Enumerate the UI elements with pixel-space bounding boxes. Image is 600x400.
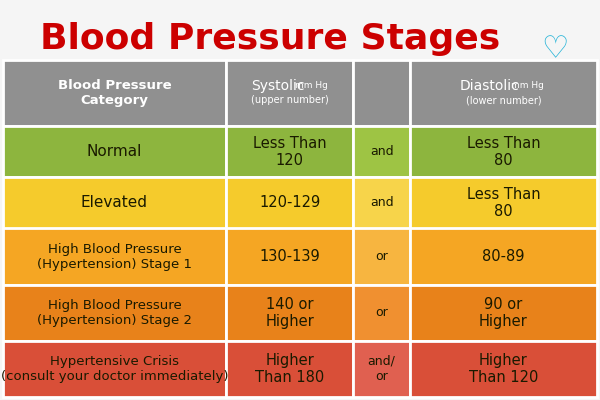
- Text: Less Than
80: Less Than 80: [467, 187, 540, 219]
- Text: Hypertensive Crisis
(consult your doctor immediately): Hypertensive Crisis (consult your doctor…: [1, 355, 228, 383]
- Text: mm Hg: mm Hg: [511, 81, 544, 90]
- Bar: [353, 228, 410, 285]
- Bar: [353, 126, 410, 178]
- Text: and: and: [370, 146, 394, 158]
- Bar: [3, 178, 226, 228]
- Text: 140 or
Higher: 140 or Higher: [265, 296, 314, 329]
- Text: Diastolic: Diastolic: [460, 79, 520, 93]
- Bar: [353, 178, 410, 228]
- Bar: [353, 285, 410, 341]
- Bar: [353, 60, 410, 126]
- Bar: [410, 341, 597, 397]
- Bar: [3, 60, 226, 126]
- Text: and: and: [370, 196, 394, 210]
- Bar: [3, 228, 226, 285]
- Text: Higher
Than 120: Higher Than 120: [469, 353, 538, 385]
- Text: and/
or: and/ or: [368, 355, 395, 383]
- Text: Systolic: Systolic: [251, 79, 304, 93]
- Bar: [3, 341, 226, 397]
- Text: mm Hg: mm Hg: [295, 81, 328, 90]
- Bar: [226, 178, 353, 228]
- Bar: [3, 126, 226, 178]
- Text: (upper number): (upper number): [251, 95, 328, 105]
- Bar: [226, 126, 353, 178]
- Text: (lower number): (lower number): [466, 95, 541, 105]
- Text: Blood Pressure Stages: Blood Pressure Stages: [40, 22, 500, 56]
- Text: Less Than
120: Less Than 120: [253, 136, 326, 168]
- Text: or: or: [376, 250, 388, 263]
- Bar: [226, 228, 353, 285]
- Text: Higher
Than 180: Higher Than 180: [255, 353, 324, 385]
- Text: Elevated: Elevated: [81, 196, 148, 210]
- Bar: [226, 341, 353, 397]
- Bar: [353, 341, 410, 397]
- Text: 80-89: 80-89: [482, 249, 524, 264]
- Bar: [410, 228, 597, 285]
- Text: 130-139: 130-139: [259, 249, 320, 264]
- Text: Less Than
80: Less Than 80: [467, 136, 540, 168]
- Text: ♡: ♡: [541, 35, 569, 64]
- Text: 90 or
Higher: 90 or Higher: [479, 296, 528, 329]
- Bar: [410, 126, 597, 178]
- Bar: [226, 285, 353, 341]
- Bar: [410, 285, 597, 341]
- Text: Blood Pressure
Category: Blood Pressure Category: [58, 79, 171, 107]
- Text: or: or: [376, 306, 388, 319]
- Text: Normal: Normal: [86, 144, 142, 160]
- Bar: [410, 178, 597, 228]
- Bar: [410, 60, 597, 126]
- Text: 120-129: 120-129: [259, 196, 320, 210]
- Bar: [3, 285, 226, 341]
- Bar: [226, 60, 353, 126]
- Text: High Blood Pressure
(Hypertension) Stage 1: High Blood Pressure (Hypertension) Stage…: [37, 242, 192, 270]
- Text: High Blood Pressure
(Hypertension) Stage 2: High Blood Pressure (Hypertension) Stage…: [37, 299, 192, 327]
